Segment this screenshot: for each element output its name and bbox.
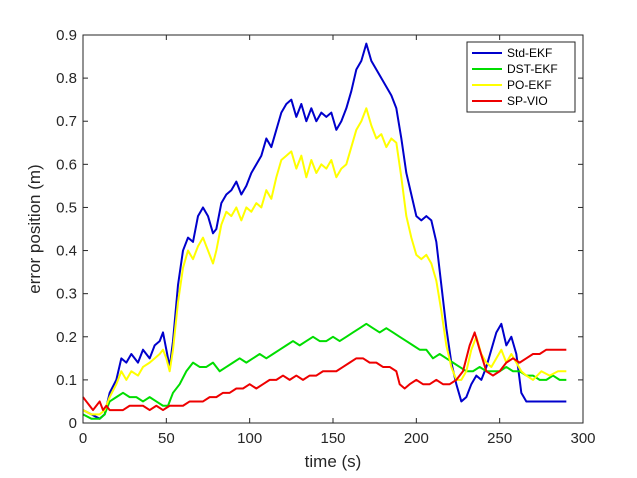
- y-tick-label: 0.9: [56, 27, 77, 44]
- series-line-sp-vio: [82, 331, 567, 412]
- y-tick-label: 0.3: [56, 286, 77, 303]
- x-tick-label: 200: [404, 430, 429, 447]
- y-axis-label: error position (m): [25, 164, 44, 293]
- x-tick-label: 300: [570, 430, 595, 447]
- legend-label-sp-vio: SP-VIO: [507, 94, 548, 108]
- y-tick-label: 0.5: [56, 199, 77, 216]
- series-line-std-ekf: [82, 42, 567, 420]
- y-tick-label: 0: [69, 415, 77, 432]
- y-tick-label: 0.4: [56, 243, 77, 260]
- series-line-po-ekf: [82, 107, 567, 416]
- legend-label-dst-ekf: DST-EKF: [507, 62, 558, 76]
- legend-label-std-ekf: Std-EKF: [507, 46, 552, 60]
- x-tick-label: 0: [79, 430, 87, 447]
- y-tick-label: 0.7: [56, 113, 77, 130]
- y-tick-label: 0.8: [56, 70, 77, 87]
- x-tick-label: 100: [237, 430, 262, 447]
- x-axis-label: time (s): [305, 452, 362, 471]
- series-layer: [82, 42, 567, 420]
- legend: Std-EKF DST-EKF PO-EKF SP-VIO: [466, 41, 576, 113]
- legend-label-po-ekf: PO-EKF: [507, 78, 552, 92]
- axes-layer: 0 50 100 150 200 250 300 0 0.1 0.2 0.3 0.4 0.5 0.6 0.7…: [56, 27, 595, 447]
- y-tick-label: 0.2: [56, 329, 77, 346]
- x-tick-label: 250: [487, 430, 512, 447]
- x-tick-label: 50: [158, 430, 175, 447]
- y-tick-label: 0.1: [56, 372, 77, 389]
- y-tick-label: 0.6: [56, 156, 77, 173]
- x-tick-label: 150: [320, 430, 345, 447]
